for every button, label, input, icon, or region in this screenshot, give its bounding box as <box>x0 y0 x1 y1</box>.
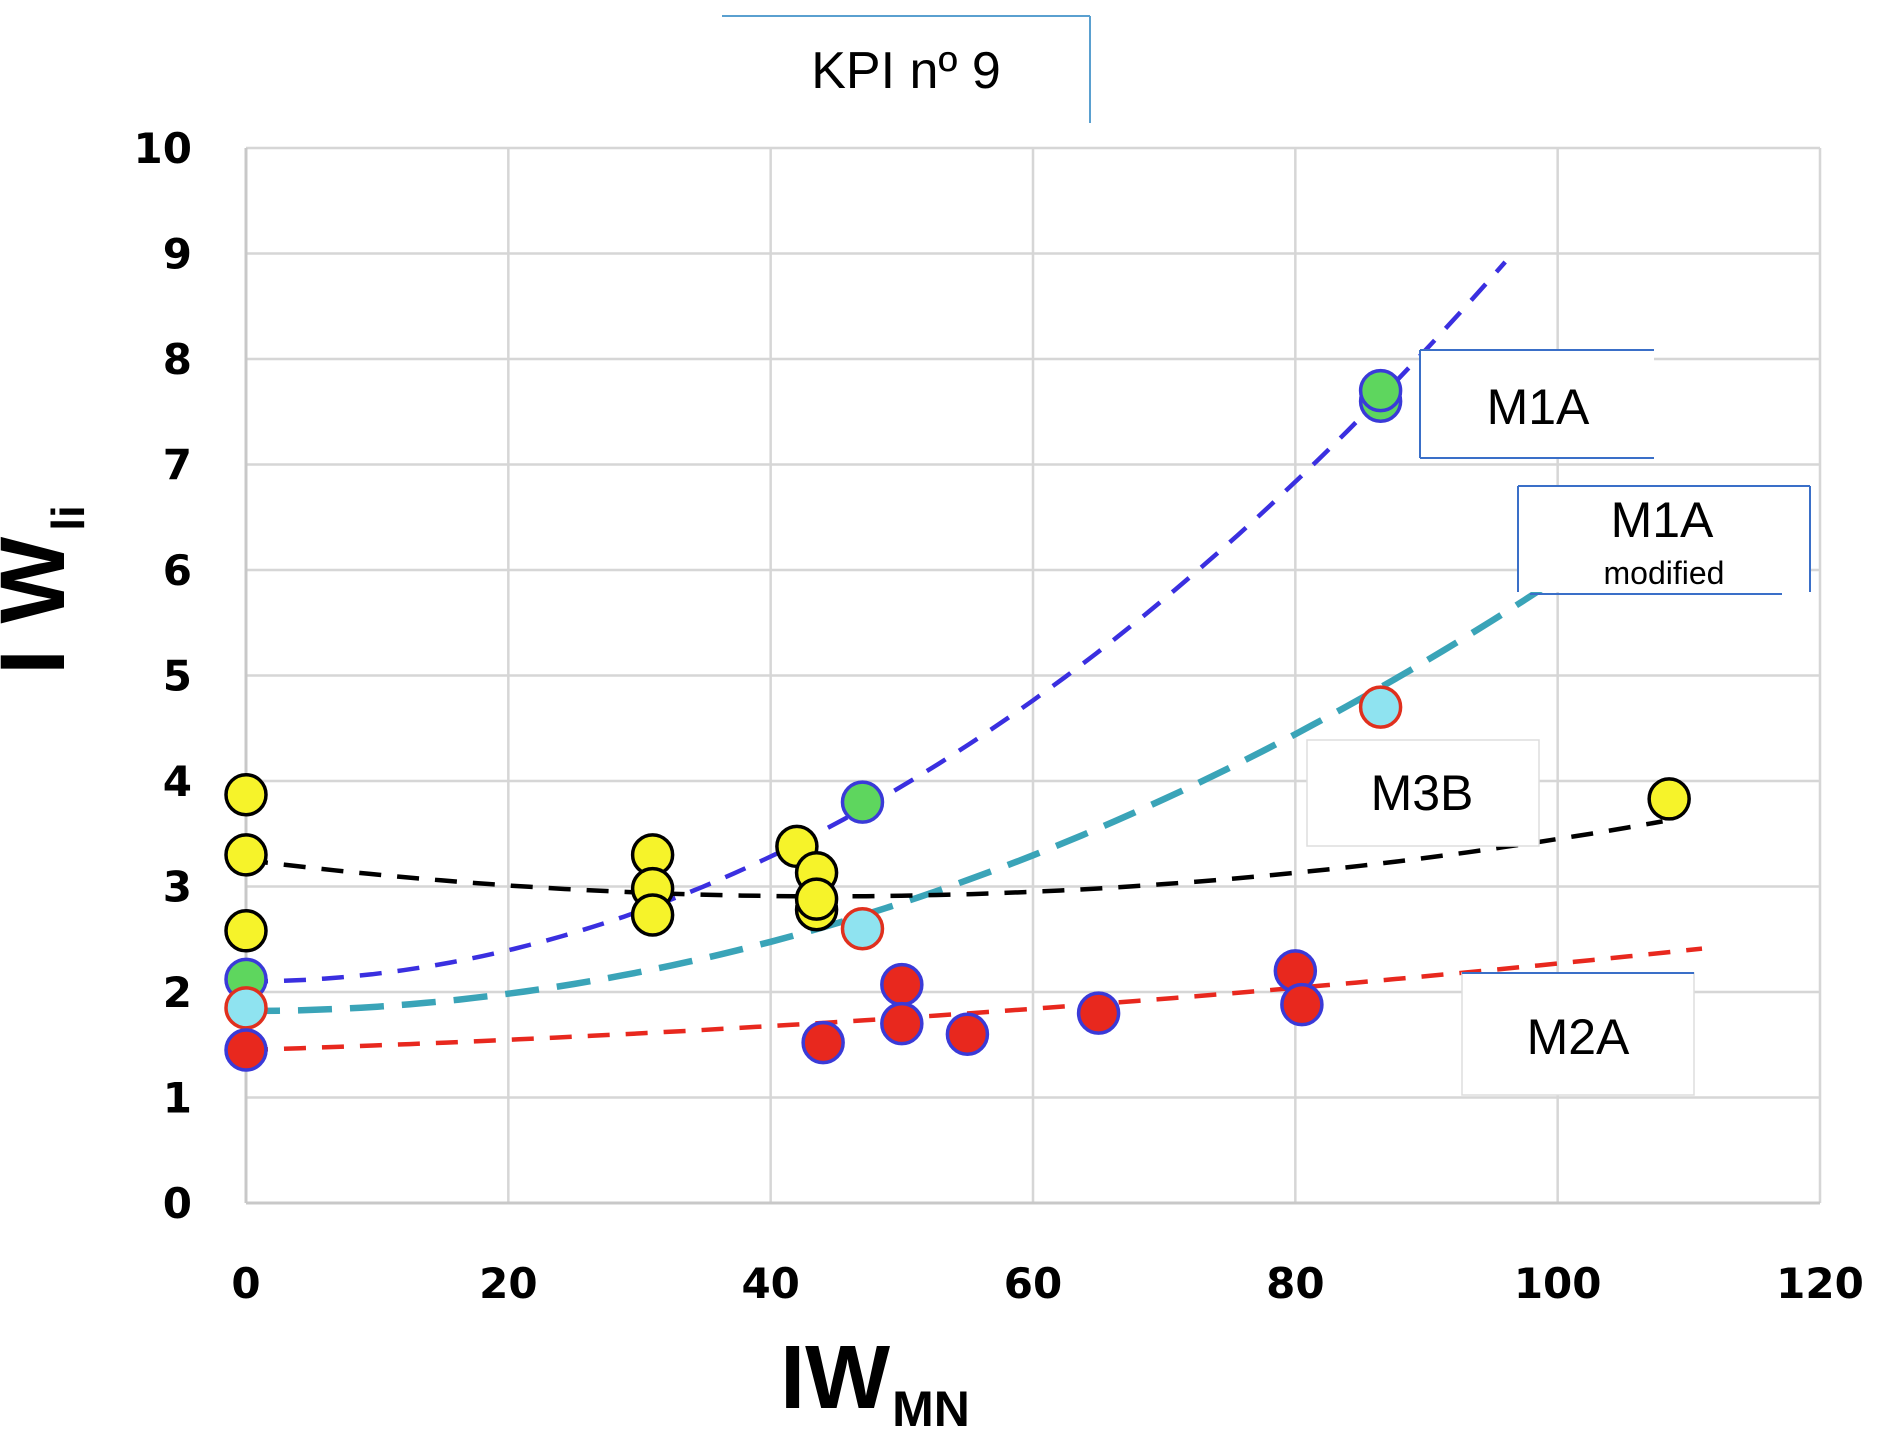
x-tick-label-1: 20 <box>479 1259 537 1308</box>
x-tick-label-5: 100 <box>1514 1259 1602 1308</box>
annotation-m2a: M2A <box>1461 972 1695 1096</box>
annotation-m1a-label: M1A <box>1487 379 1590 435</box>
point-m2a-2 <box>880 962 924 1007</box>
point-m3b-2 <box>224 909 268 953</box>
y-tick-label-1: 1 <box>163 1074 192 1123</box>
x-tick-label-6: 120 <box>1776 1259 1864 1308</box>
annotation-m1a-modified-sublabel: modified <box>1604 555 1725 591</box>
point-m2a-4 <box>945 1012 990 1056</box>
trend-line-m1a-modified <box>245 575 1560 1015</box>
point-m1a-modified-1 <box>840 906 885 951</box>
point-m1a-3 <box>1358 368 1403 413</box>
point-m2a-0 <box>224 1028 268 1072</box>
y-axis-title: I Wli <box>0 505 94 675</box>
y-tick-label-4: 4 <box>163 757 192 806</box>
x-tick-labels: 0 20 40 60 80 100 120 <box>231 1259 1863 1308</box>
y-tick-label-7: 7 <box>163 441 192 490</box>
x-tick-label-0: 0 <box>231 1259 260 1308</box>
point-m1a-1 <box>840 780 885 824</box>
trend-line-m2a <box>245 946 1703 1053</box>
x-tick-label-2: 40 <box>741 1259 799 1308</box>
data-points <box>224 368 1691 1072</box>
y-tick-label-8: 8 <box>163 335 192 384</box>
point-m1a-modified-0 <box>224 986 268 1030</box>
x-axis-title: IWMN <box>780 1328 970 1434</box>
point-m3b-5 <box>630 893 675 937</box>
y-tick-labels: 0 1 2 3 4 5 6 7 8 9 10 <box>134 124 192 1228</box>
point-m2a-1 <box>801 1020 845 1065</box>
point-m3b-10 <box>1647 777 1691 821</box>
point-m2a-3 <box>880 1001 924 1046</box>
annotation-m2a-label: M2A <box>1527 1009 1630 1065</box>
point-m1a-modified-2 <box>1358 685 1403 729</box>
annotation-m1a-modified: M1A modified <box>1517 485 1811 595</box>
y-tick-label-3: 3 <box>163 863 192 912</box>
y-tick-label-9: 9 <box>163 230 192 279</box>
y-tick-label-2: 2 <box>163 968 192 1017</box>
chart-title-box: KPI nº 9 <box>722 15 1091 123</box>
annotation-m3b: M3B <box>1306 739 1540 847</box>
y-tick-label-10: 10 <box>134 124 192 173</box>
trend-line-m3b <box>245 819 1663 899</box>
annotation-m3b-label: M3B <box>1371 765 1474 821</box>
chart-title: KPI nº 9 <box>811 42 1001 100</box>
point-m2a-7 <box>1280 982 1324 1027</box>
y-tick-label-6: 6 <box>163 546 192 595</box>
y-tick-label-5: 5 <box>163 652 192 701</box>
point-m3b-1 <box>224 833 268 877</box>
annotation-m1a-modified-label: M1A <box>1611 492 1714 548</box>
x-tick-label-3: 60 <box>1004 1259 1062 1308</box>
annotation-m1a: M1A <box>1419 349 1654 459</box>
y-tick-label-0: 0 <box>163 1179 192 1228</box>
x-tick-label-4: 80 <box>1266 1259 1324 1308</box>
point-m2a-5 <box>1076 991 1121 1035</box>
point-m3b-0 <box>224 772 268 817</box>
point-m3b-9 <box>794 877 839 921</box>
